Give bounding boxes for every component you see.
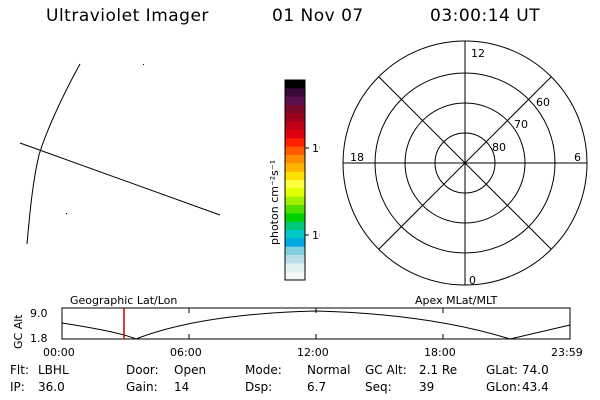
info-value: LBHL: [38, 363, 69, 377]
info-key: Door:: [126, 363, 159, 377]
colorbar-tick-label-100: 100: [312, 142, 320, 155]
info-value: 43.4: [522, 380, 549, 394]
colorbar-gradient: [285, 80, 305, 281]
info-value: 74.0: [522, 363, 549, 377]
colorbar-band: [285, 230, 305, 239]
colorbar-tick-label-10: 10: [312, 229, 320, 242]
speck: [66, 213, 67, 214]
info-row: IP: 36.0 Gain: 14 Dsp: 6.7 Seq: 39 GLon: 43.4: [10, 380, 595, 397]
info-key: GC Alt:: [365, 363, 407, 377]
info-key: Seq:: [365, 380, 392, 394]
lat-label-60: 60: [536, 96, 550, 109]
info-value: 2.1 Re: [419, 363, 458, 377]
colorbar-band: [285, 113, 305, 123]
colorbar-band: [285, 263, 305, 273]
colorbar-band: [285, 130, 305, 139]
mlt-label-0: 0: [469, 274, 476, 287]
info-value: Open: [174, 363, 207, 377]
x-tick-label-0000: 00:00: [43, 346, 75, 359]
instrument-info-table: Flt: LBHL Door: Open Mode: Normal GC Alt: 2.1 R…: [10, 363, 595, 397]
meridian-diagonal-b: [378, 76, 552, 250]
colorbar-band: [285, 238, 305, 248]
colorbar-band: [285, 155, 305, 164]
colorbar-band: [285, 121, 305, 131]
colorbar-band: [285, 180, 305, 189]
colorbar-band: [285, 246, 305, 256]
info-key: IP:: [10, 380, 25, 394]
colorbar-band: [285, 96, 305, 106]
polar-mlt-plot: 12 6 0 18 60 70 80: [342, 40, 588, 287]
timeline-y-axis-label: GC Alt: [12, 314, 25, 349]
x-tick-label-2359: 23:59: [551, 346, 583, 359]
info-value: 36.0: [38, 380, 65, 394]
info-value: 39: [419, 380, 435, 394]
x-tick-label-1200: 12:00: [297, 346, 329, 359]
colorbar-band: [285, 271, 305, 281]
info-key: Mode:: [245, 363, 282, 377]
colorbar-unit-label: photon cm⁻²s⁻¹: [268, 160, 281, 245]
colorbar-band: [285, 146, 305, 156]
colorbar-band: [285, 213, 305, 223]
mlt-label-12: 12: [471, 47, 485, 60]
colorbar-band: [285, 88, 305, 98]
timeline-y-tick-high: 9.0: [30, 307, 48, 320]
lat-label-70: 70: [514, 118, 528, 131]
colorbar-band: [285, 188, 305, 198]
info-key: Flt:: [10, 363, 29, 377]
info-key: GLat:: [486, 363, 519, 377]
colorbar-band: [285, 196, 305, 206]
mlt-label-6: 6: [574, 151, 581, 164]
timeline-left-caption: Geographic Lat/Lon: [70, 294, 177, 307]
orbit-altitude-trace: [61, 310, 571, 340]
time-label: 03:00:14 UT: [430, 6, 541, 26]
timeline-right-caption: Apex MLat/MLT: [415, 294, 498, 307]
colorbar-band: [285, 255, 305, 264]
meridian-line: [26, 63, 81, 245]
lat-label-80: 80: [492, 141, 506, 154]
colorbar-band: [285, 205, 305, 214]
info-key: Gain:: [126, 380, 158, 394]
info-value: 6.7: [307, 380, 327, 394]
info-value: Normal: [307, 363, 351, 377]
colorbar-band: [285, 105, 305, 114]
instrument-title: Ultraviolet Imager: [46, 6, 209, 26]
orbit-timeline: Geographic Lat/Lon Apex MLat/MLT GC Alt …: [12, 294, 583, 359]
info-key: Dsp:: [245, 380, 273, 394]
speck: [143, 64, 144, 65]
colorbar-frame: [284, 79, 306, 281]
colorbar: 100 10 photon cm⁻²s⁻¹: [268, 79, 320, 281]
info-row: Flt: LBHL Door: Open Mode: Normal GC Alt: 2.1 R…: [10, 363, 595, 380]
x-tick-label-1800: 18:00: [424, 346, 456, 359]
colorbar-band: [285, 171, 305, 181]
x-tick-label-0600: 06:00: [170, 346, 202, 359]
colorbar-band: [285, 80, 305, 89]
colorbar-band: [285, 163, 305, 173]
timeline-y-tick-low: 1.8: [30, 332, 48, 345]
date-label: 01 Nov 07: [272, 6, 364, 26]
colorbar-band: [285, 138, 305, 148]
latitude-line: [19, 142, 221, 216]
mlt-label-18: 18: [350, 151, 364, 164]
info-value: 14: [174, 380, 190, 394]
info-key: GLon:: [486, 380, 521, 394]
colorbar-band: [285, 221, 305, 231]
